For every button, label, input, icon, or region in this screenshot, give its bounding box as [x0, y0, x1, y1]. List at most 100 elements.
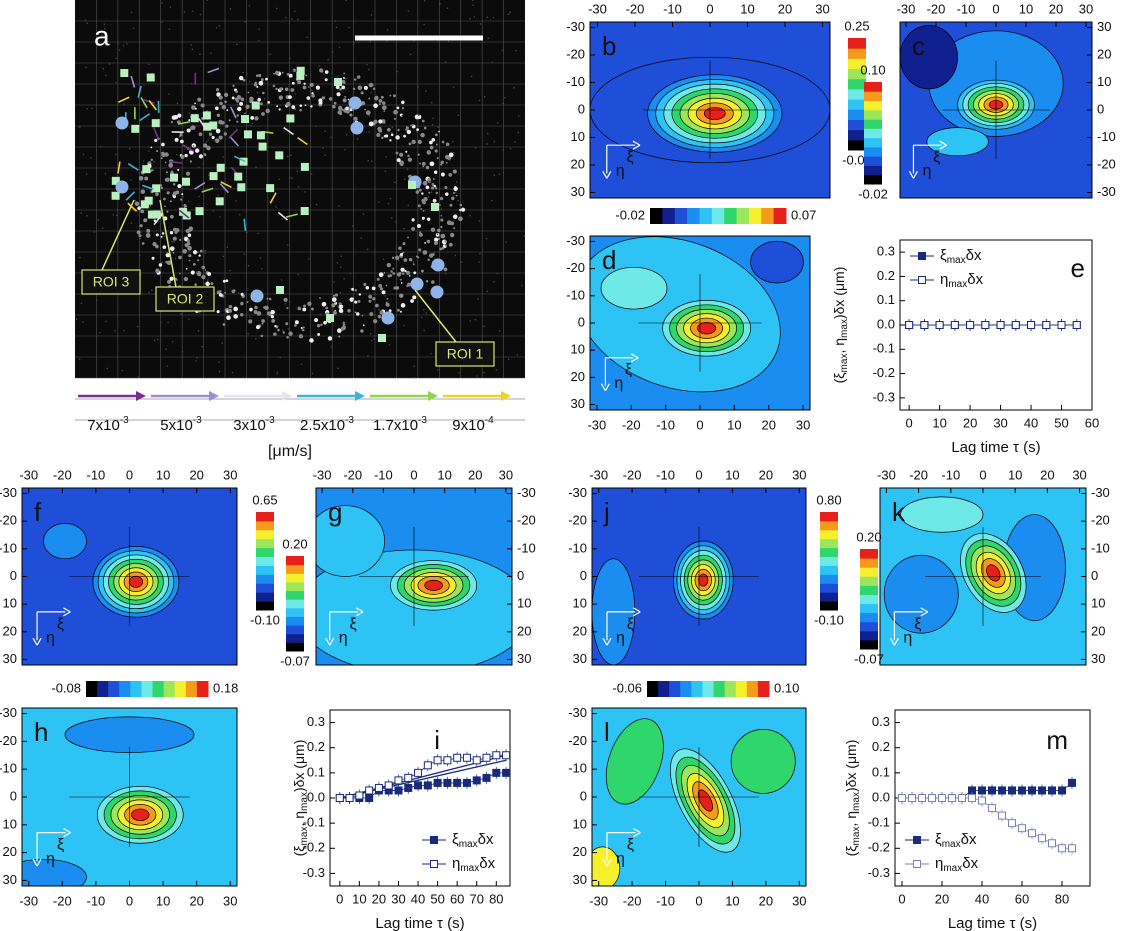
y-tick-label: -0.3	[873, 389, 895, 404]
speckle	[219, 101, 223, 106]
speckle	[357, 299, 361, 303]
speckle	[286, 244, 289, 246]
speckle	[183, 276, 189, 282]
speckle	[187, 245, 192, 251]
speckle	[235, 200, 237, 202]
colorbar-segment	[647, 681, 659, 697]
speckle	[382, 101, 386, 105]
speckle	[383, 110, 386, 112]
speckle	[164, 152, 169, 157]
y-tick-label: 20	[573, 623, 587, 638]
x-tick-label: 20	[1040, 467, 1054, 482]
speckle	[390, 132, 393, 134]
speckle	[309, 338, 314, 343]
colorbar-segment	[820, 583, 838, 593]
speckle	[420, 269, 424, 273]
y-tick-label: -0.2	[868, 840, 890, 855]
speckle	[469, 214, 471, 217]
speckle	[395, 286, 400, 290]
y-tick-label: 0	[10, 568, 17, 583]
speckle	[437, 369, 439, 371]
speckle	[253, 310, 258, 314]
speckle	[184, 153, 188, 158]
speckle	[122, 44, 125, 47]
speckle	[423, 309, 425, 311]
colorbar-segment	[864, 165, 882, 176]
data-point	[998, 811, 1006, 820]
speckle	[425, 312, 428, 314]
speckle	[222, 156, 224, 158]
speckle	[311, 93, 315, 98]
legend-marker	[918, 252, 926, 260]
frame-arrowhead	[602, 140, 641, 179]
speckle	[79, 125, 81, 128]
speckle	[343, 82, 346, 84]
label-part: , η	[843, 811, 859, 827]
speckle	[336, 75, 339, 78]
speckle	[371, 286, 376, 291]
speckle	[478, 99, 481, 102]
colorbar-segment	[286, 581, 304, 592]
colorbar-segment	[286, 607, 304, 617]
colorbar-segment	[702, 681, 715, 697]
colorbar-segment	[860, 576, 878, 586]
colorbar-segment	[864, 119, 882, 129]
y-tick-label: -10	[568, 540, 587, 555]
speckle	[287, 155, 289, 158]
speckle	[161, 142, 165, 147]
x-tick-label: 20	[189, 467, 203, 482]
x-tick-label: -20	[622, 417, 641, 432]
speckle	[197, 330, 200, 332]
colorbar-segment	[848, 48, 866, 59]
roi-pointer	[159, 199, 177, 288]
speckle	[170, 121, 174, 124]
roi-box	[435, 341, 495, 367]
speckle	[413, 365, 415, 368]
speckle	[353, 78, 357, 81]
speckle	[459, 208, 462, 212]
y-tick-label: 20	[573, 844, 587, 859]
speckle	[422, 165, 425, 168]
x-tick-label: 20	[1049, 1, 1063, 16]
speckle	[433, 251, 436, 254]
speckle	[218, 370, 221, 373]
speckle	[202, 143, 208, 148]
frame-symbol: ξ	[933, 149, 940, 166]
speckle	[108, 63, 111, 65]
speckle	[411, 124, 414, 127]
speckle	[343, 72, 346, 75]
speckle	[183, 11, 186, 13]
speckle	[377, 309, 380, 311]
y-tick-label: -0.3	[868, 865, 890, 880]
data-point	[414, 781, 423, 790]
data-point	[1068, 844, 1076, 853]
speckle	[360, 329, 364, 333]
speckle	[337, 205, 340, 207]
frame-arrowhead	[325, 607, 364, 646]
speckle	[261, 112, 265, 116]
speckle	[496, 122, 499, 124]
speckle	[386, 127, 391, 132]
roi-label: ROI 1	[447, 346, 484, 362]
speckle	[114, 329, 116, 332]
speckle	[171, 115, 177, 120]
x-tick-label: 0	[898, 891, 905, 906]
speckle	[509, 11, 511, 13]
speckle	[291, 105, 296, 109]
frame-symbol: ξ	[627, 149, 634, 166]
speckle	[138, 234, 142, 238]
speckle	[504, 96, 506, 99]
speckle	[182, 196, 184, 198]
speckle	[343, 277, 345, 280]
y-tick-label: 10	[3, 596, 17, 611]
y-tick-label: -20	[566, 260, 585, 275]
speckle	[426, 150, 431, 155]
x-tick-label: 0	[979, 467, 986, 482]
speckle	[409, 53, 412, 56]
contour-level	[730, 729, 796, 794]
speckle	[490, 199, 493, 202]
speckle	[431, 123, 434, 126]
y-tick-label: -0.1	[868, 815, 890, 830]
contour-level	[592, 846, 621, 886]
velocity-label: 7x10-3	[87, 415, 129, 434]
